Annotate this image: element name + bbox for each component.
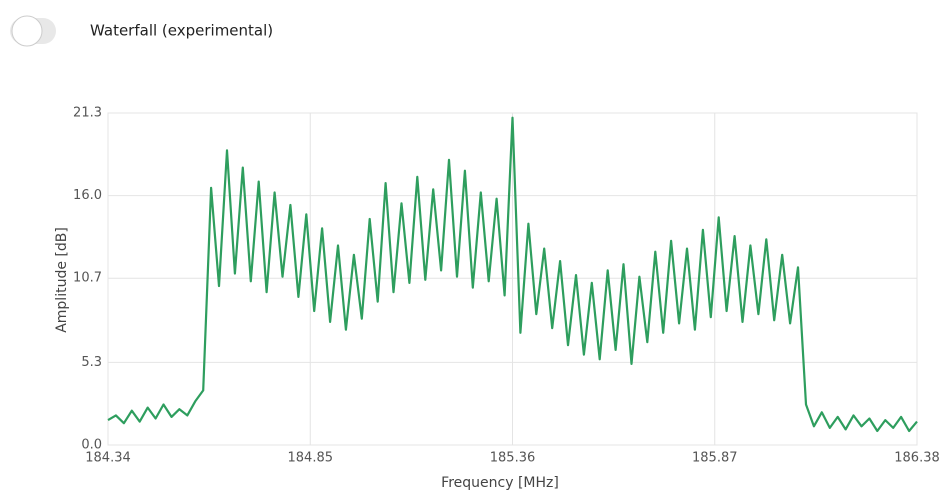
toggle-knob[interactable]	[12, 16, 42, 46]
chart: Waterfall (experimental) Frequency [MHz]…	[0, 0, 941, 494]
x-tick-label: 184.85	[288, 451, 334, 466]
x-tick-label: 185.87	[692, 451, 738, 466]
y-tick-label: 5.3	[81, 355, 102, 370]
x-tick-label: 184.34	[85, 451, 131, 466]
x-axis-label: Frequency [MHz]	[441, 475, 559, 491]
y-tick-label: 10.7	[73, 271, 102, 286]
y-tick-label: 16.0	[73, 188, 102, 203]
y-axis-label: Amplitude [dB]	[54, 227, 70, 333]
toggle-label: Waterfall (experimental)	[90, 22, 273, 40]
y-tick-label: 21.3	[73, 106, 102, 121]
x-tick-label: 185.36	[490, 451, 536, 466]
page: Waterfall (experimental) Frequency [MHz]…	[0, 0, 941, 494]
x-tick-label: 186.38	[894, 451, 940, 466]
